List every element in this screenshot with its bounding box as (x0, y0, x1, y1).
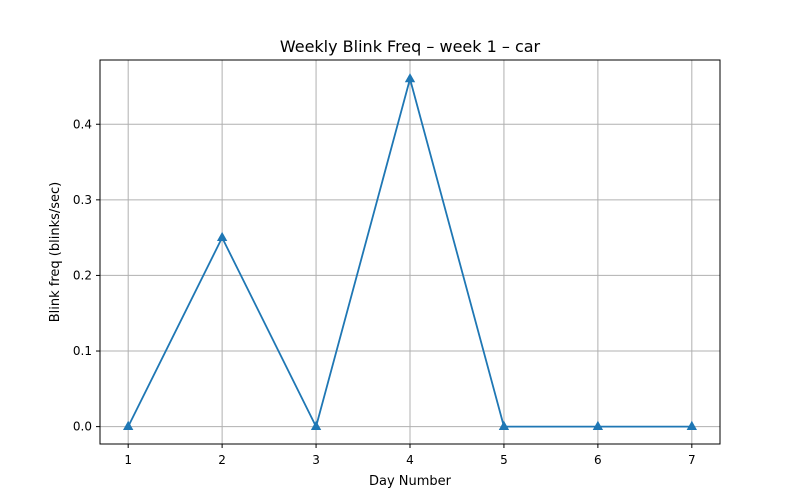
x-tick-label: 5 (500, 453, 508, 467)
chart-title: Weekly Blink Freq – week 1 – car (280, 37, 541, 56)
data-point-marker (686, 420, 698, 431)
data-point-marker (310, 420, 322, 431)
series-layer (122, 73, 698, 431)
data-point-marker (404, 73, 416, 83)
x-tick-label: 6 (594, 453, 602, 467)
y-tick-label: 0.1 (73, 344, 92, 358)
x-tick-label: 4 (406, 453, 414, 467)
x-tick-label: 7 (688, 453, 696, 467)
x-axis-label: Day Number (369, 474, 452, 489)
data-point-marker (498, 420, 510, 431)
y-tick-label: 0.3 (73, 193, 92, 207)
data-point-marker (216, 231, 228, 242)
x-tick-label: 3 (312, 453, 320, 467)
grid (100, 60, 720, 444)
ticks: 1 2 3 4 5 6 7 0.0 0.1 0.2 0.3 0.4 (73, 117, 696, 467)
y-axis-label: Blink freq (blinks/sec) (48, 182, 63, 323)
y-tick-label: 0.0 (73, 420, 92, 434)
data-point-marker (592, 420, 604, 431)
x-tick-label: 1 (124, 453, 132, 467)
y-tick-label: 0.4 (73, 117, 92, 131)
data-point-marker (122, 420, 134, 431)
y-tick-label: 0.2 (73, 268, 92, 282)
x-tick-label: 2 (218, 453, 226, 467)
